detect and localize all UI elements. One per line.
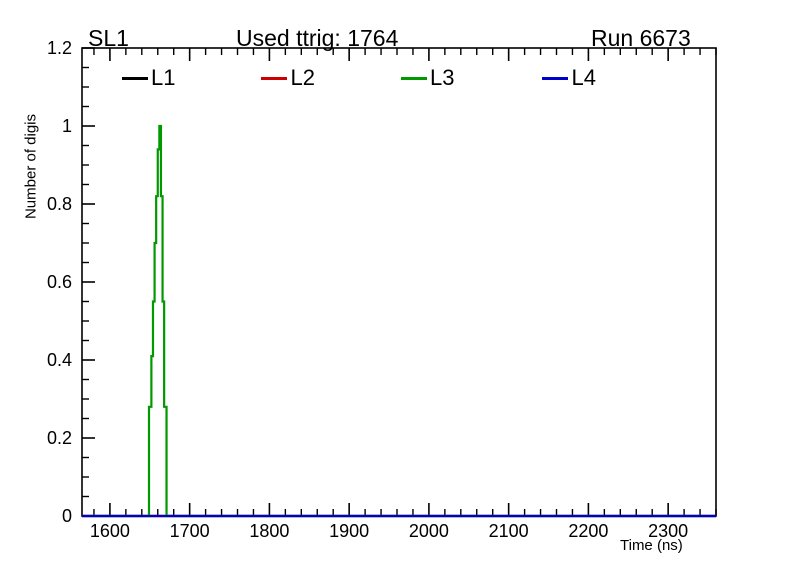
legend-entry-l4[interactable]: L4 — [542, 65, 596, 90]
axis-frame — [81, 47, 717, 517]
x-axis-title: Time (ns) — [620, 537, 683, 554]
x-tick-label: 2200 — [568, 521, 609, 541]
legend-line-icon-l1 — [122, 76, 148, 80]
x-tick-label: 1800 — [249, 521, 290, 541]
legend-label-l1: L1 — [151, 65, 176, 90]
legend-entry-l2[interactable]: L2 — [261, 65, 315, 90]
y-tick-label: 0.8 — [46, 194, 72, 214]
y-tick-label: 1 — [61, 116, 72, 136]
x-tick-label: 2300 — [648, 521, 689, 541]
y-tick-label: 0.2 — [46, 428, 72, 448]
legend-line-icon-l4 — [542, 76, 569, 80]
legend-line-icon-l2 — [261, 76, 288, 80]
y-tick-label: 0 — [61, 506, 72, 526]
legend: L1 L2 L3 L4 — [82, 62, 716, 94]
y-tick-label: 0.4 — [46, 350, 72, 370]
run-label: Run 6673 — [591, 25, 691, 51]
x-tick-label: 1600 — [89, 521, 130, 541]
legend-label-l4: L4 — [571, 65, 596, 90]
x-tick-label: 2000 — [408, 521, 449, 541]
legend-entry-l3[interactable]: L3 — [400, 65, 455, 90]
x-tick-label: 1900 — [329, 521, 370, 541]
legend-line-icon-l3 — [400, 76, 427, 80]
legend-entry-l1[interactable]: L1 — [122, 67, 175, 89]
ttrig-title: Used ttrig: 1764 — [236, 25, 399, 51]
data-series — [82, 124, 716, 518]
axis-ticks — [82, 47, 717, 517]
x-tick-label: 1700 — [169, 521, 210, 541]
y-tick-label: 0.6 — [46, 272, 72, 292]
legend-label-l3: L3 — [429, 65, 455, 90]
superlayer-label: SL1 — [88, 25, 129, 51]
series-line-l3 — [82, 124, 716, 518]
legend-label-l2: L2 — [290, 65, 315, 90]
y-tick-label: 1.2 — [46, 38, 72, 58]
x-tick-label: 2100 — [488, 521, 529, 541]
